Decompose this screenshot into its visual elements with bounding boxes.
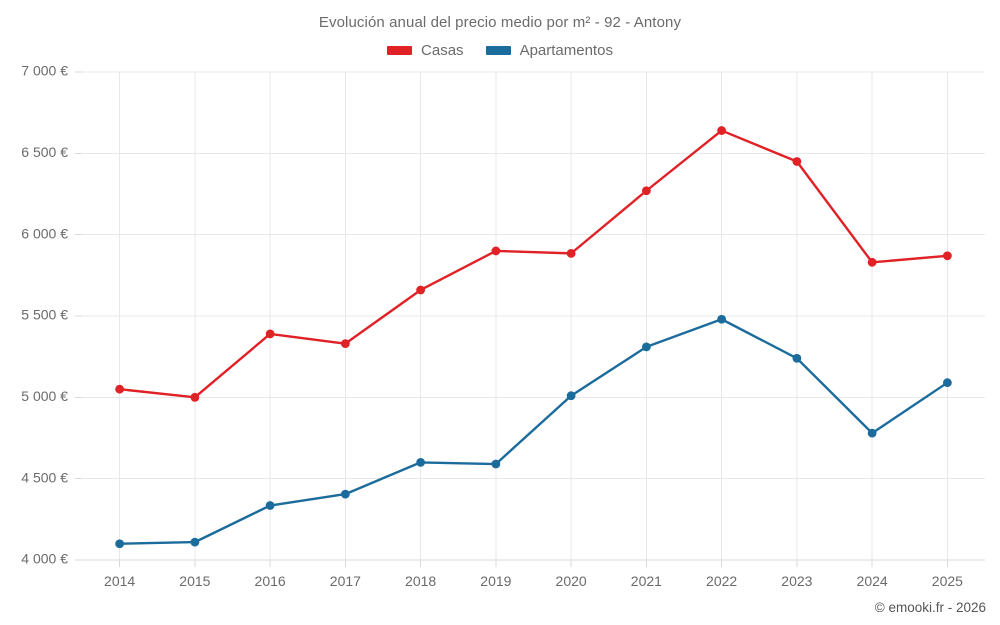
data-point-casas-2023[interactable] bbox=[792, 157, 802, 166]
data-point-apartamentos-2019[interactable] bbox=[491, 459, 501, 469]
legend-swatch-apartamentos bbox=[485, 46, 511, 55]
axis-layer bbox=[75, 71, 985, 567]
x-tick-label: 2022 bbox=[706, 573, 737, 589]
x-tick-label: 2020 bbox=[556, 573, 587, 589]
x-tick-label: 2014 bbox=[104, 573, 135, 589]
x-tick-label: 2024 bbox=[857, 573, 888, 589]
chart-title: Evolución anual del precio medio por m² … bbox=[318, 14, 682, 31]
x-tick-label: 2015 bbox=[179, 573, 210, 589]
legend-label-apartamentos: Apartamentos bbox=[519, 42, 613, 59]
data-point-apartamentos-2014[interactable] bbox=[115, 539, 125, 549]
y-tick-label: 7 000 € bbox=[21, 63, 68, 79]
x-tick-label: 2023 bbox=[781, 573, 812, 589]
data-point-apartamentos-2018[interactable] bbox=[416, 458, 426, 467]
data-point-apartamentos-2023[interactable] bbox=[792, 353, 802, 363]
x-tick-label: 2019 bbox=[480, 573, 511, 589]
data-point-casas-2015[interactable] bbox=[190, 392, 200, 402]
grid-layer bbox=[82, 71, 985, 561]
x-tick-label: 2021 bbox=[631, 573, 662, 589]
data-point-casas-2014[interactable] bbox=[115, 384, 125, 394]
x-tick-label: 2016 bbox=[255, 573, 286, 589]
data-point-casas-2020[interactable] bbox=[566, 248, 576, 258]
x-tick-label: 2017 bbox=[330, 573, 361, 589]
data-point-apartamentos-2015[interactable] bbox=[190, 537, 200, 547]
series-layer bbox=[115, 126, 952, 549]
y-tick-label: 6 000 € bbox=[21, 225, 68, 241]
y-tick-label: 4 500 € bbox=[21, 469, 68, 485]
data-point-apartamentos-2020[interactable] bbox=[566, 391, 576, 401]
data-point-apartamentos-2022[interactable] bbox=[717, 314, 727, 324]
legend-swatch-casas bbox=[387, 46, 413, 55]
data-point-casas-2022[interactable] bbox=[717, 126, 727, 135]
data-point-casas-2019[interactable] bbox=[491, 246, 501, 256]
credit-text: © emooki.fr - 2026 bbox=[874, 600, 986, 615]
data-point-casas-2021[interactable] bbox=[641, 186, 651, 196]
legend-item-apartamentos[interactable]: Apartamentos bbox=[485, 42, 613, 59]
data-point-casas-2018[interactable] bbox=[416, 285, 426, 295]
data-point-apartamentos-2021[interactable] bbox=[641, 342, 651, 352]
y-tick-label: 4 000 € bbox=[21, 551, 68, 567]
data-point-casas-2024[interactable] bbox=[867, 257, 877, 267]
data-point-apartamentos-2025[interactable] bbox=[942, 378, 952, 388]
data-point-apartamentos-2024[interactable] bbox=[867, 428, 877, 438]
y-tick-label: 5 500 € bbox=[21, 307, 68, 323]
x-tick-label: 2025 bbox=[932, 573, 963, 589]
data-point-casas-2017[interactable] bbox=[340, 339, 350, 349]
series-line-apartamentos bbox=[118, 318, 949, 545]
legend-item-casas[interactable]: Casas bbox=[387, 42, 464, 59]
series-line-casas bbox=[118, 129, 949, 399]
data-point-casas-2025[interactable] bbox=[942, 251, 952, 261]
y-tick-label: 5 000 € bbox=[21, 388, 68, 404]
x-tick-label: 2018 bbox=[405, 573, 436, 589]
y-tick-label: 6 500 € bbox=[21, 144, 68, 160]
x-axis-labels: 2014 2015 2016 2017 2018 2019 2020 2021 2022 2023… bbox=[104, 573, 963, 589]
chart-legend: Casas Apartamentos bbox=[0, 42, 1000, 59]
y-axis-labels: 4 000 € 4 500 € 5 000 € 5 500 € 6 000 € 6 500… bbox=[21, 63, 68, 567]
data-point-apartamentos-2016[interactable] bbox=[265, 501, 275, 510]
legend-label-casas: Casas bbox=[421, 42, 464, 59]
data-point-casas-2016[interactable] bbox=[265, 329, 275, 339]
data-point-apartamentos-2017[interactable] bbox=[340, 489, 350, 499]
